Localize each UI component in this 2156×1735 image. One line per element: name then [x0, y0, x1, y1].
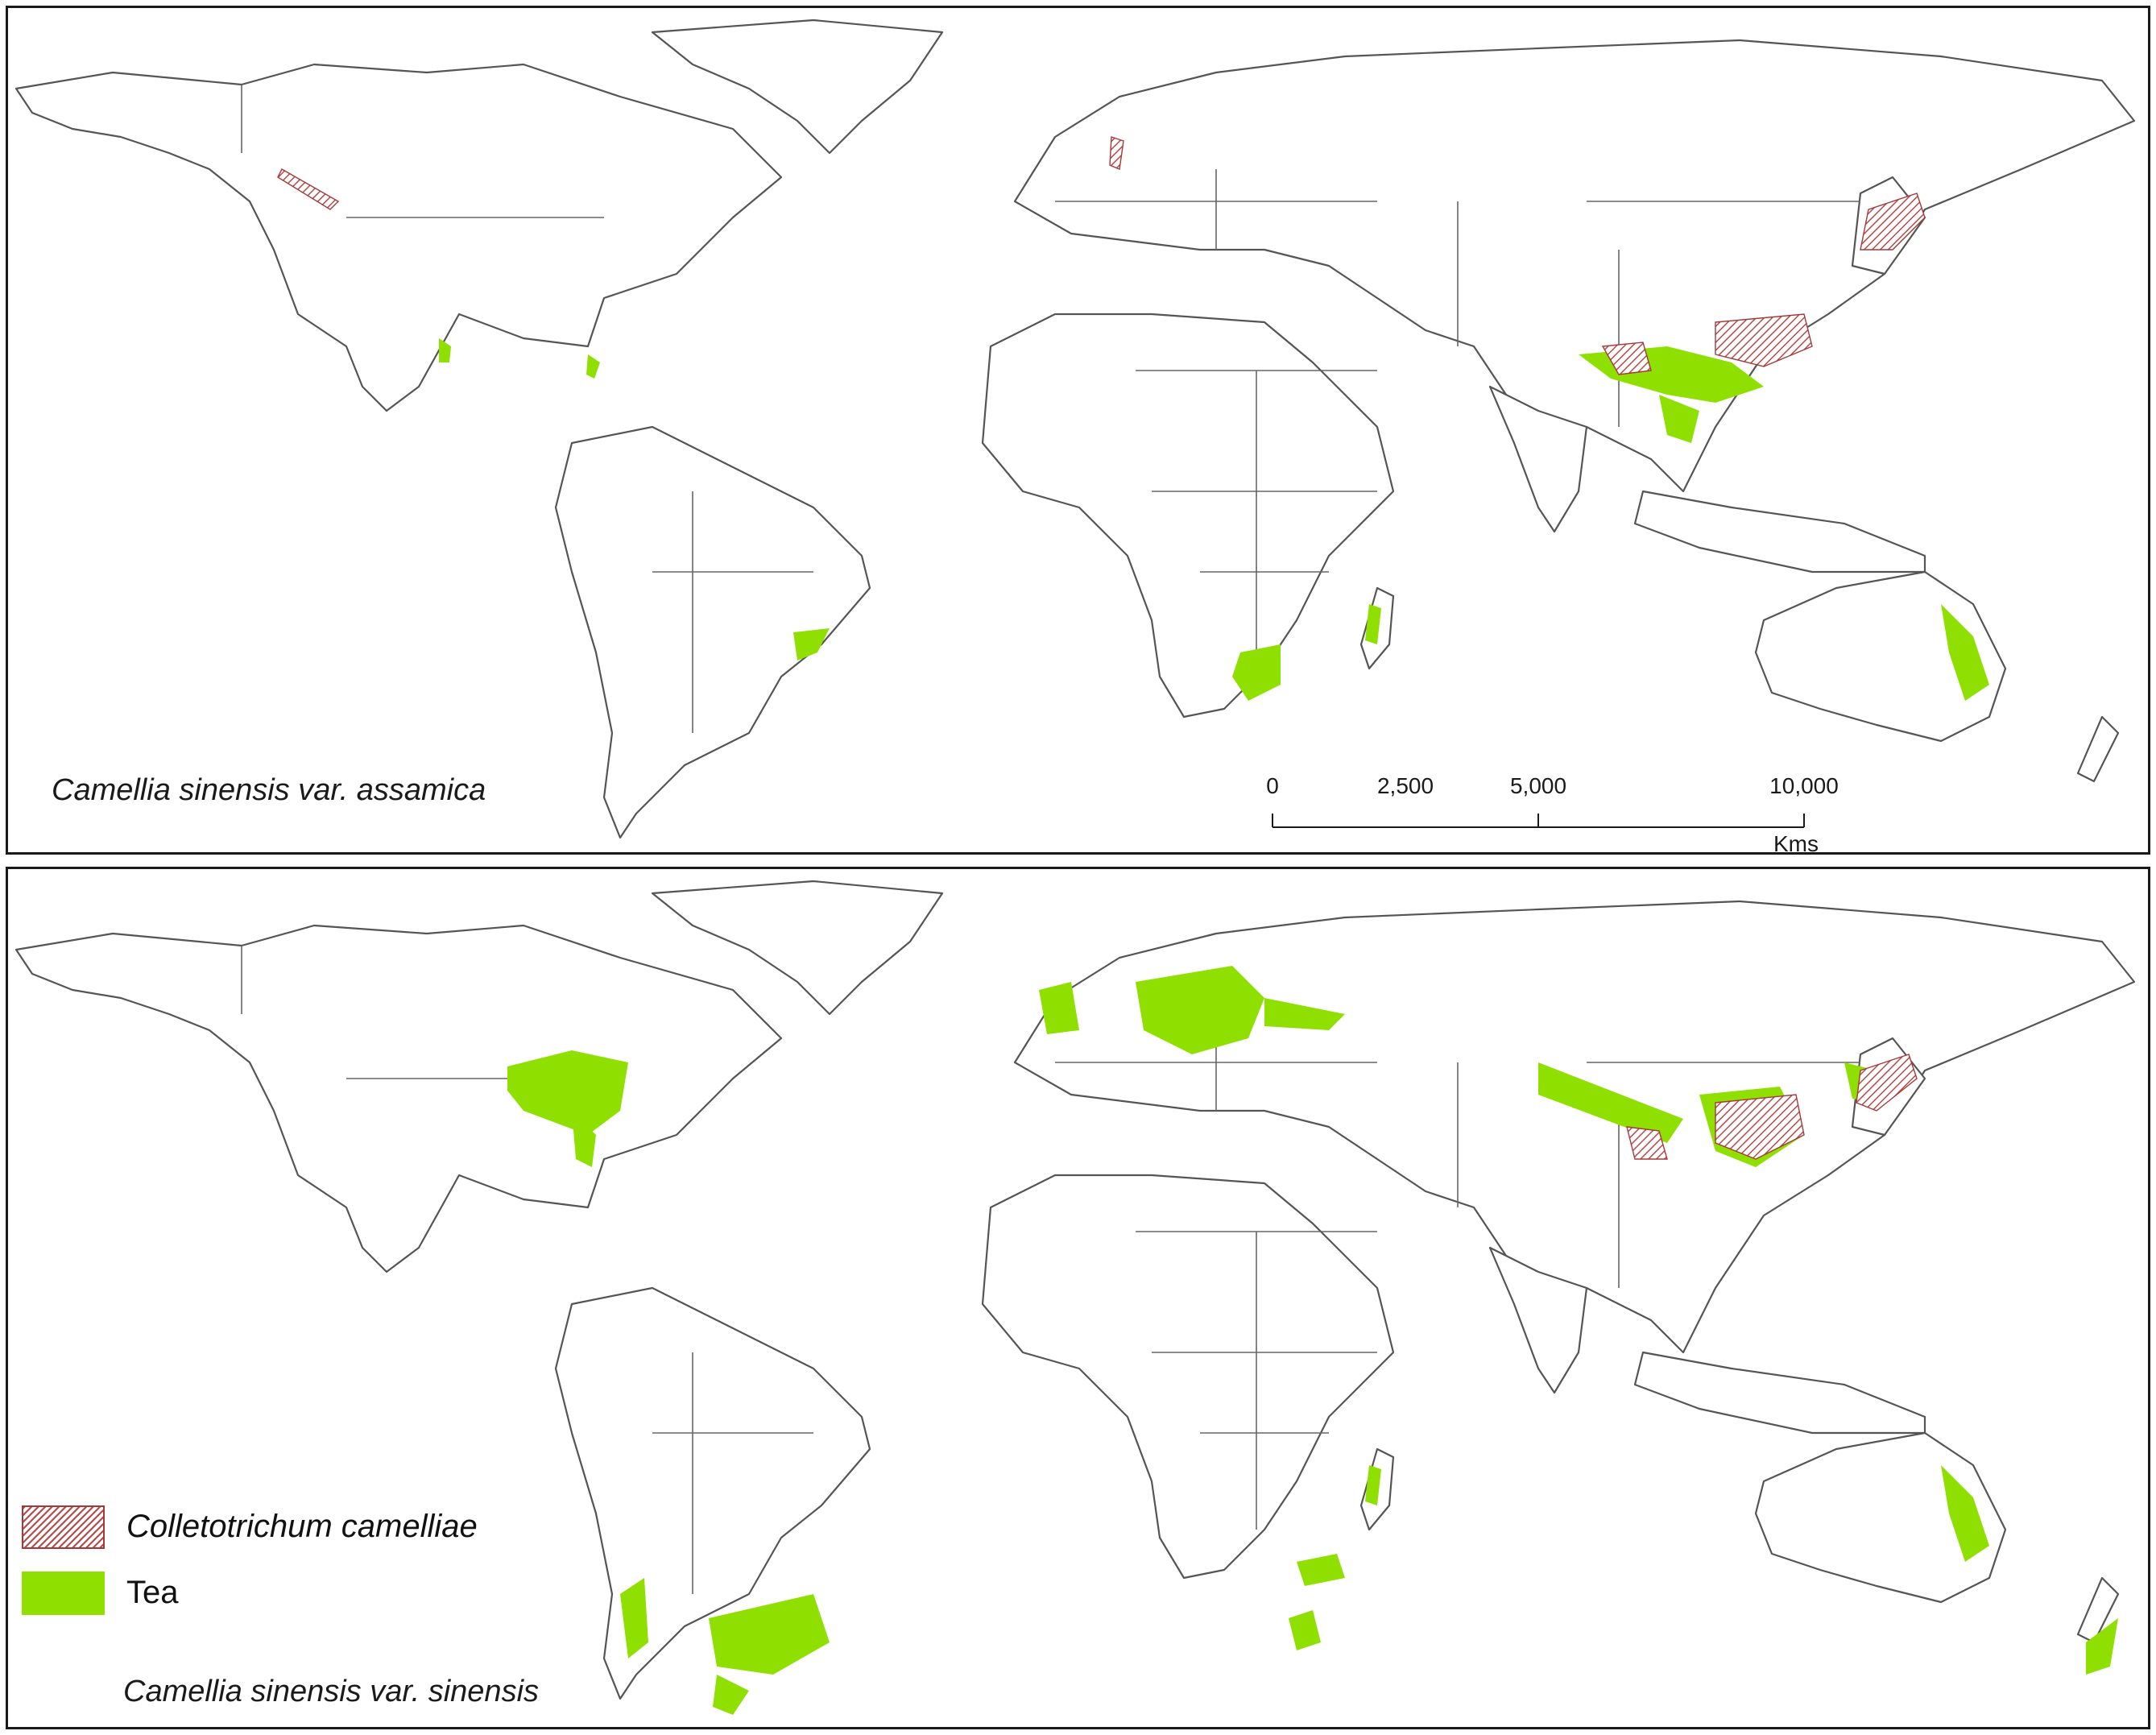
map-panel-sinensis: Colletotrichum camelliae Tea Camellia si…	[6, 867, 2150, 1729]
country-borders	[241, 946, 1860, 1594]
world-map-assamica	[14, 19, 2136, 839]
legend-swatch-hatched	[22, 1505, 105, 1549]
southeast-asia	[1633, 490, 1926, 574]
scale-tick-label: 10,000	[1769, 773, 1839, 798]
panel-title-sinensis: Camellia sinensis var. sinensis	[123, 1675, 540, 1708]
greenland	[651, 880, 944, 1016]
scale-tick-label: 2,500	[1376, 773, 1434, 798]
south-america	[554, 425, 871, 839]
india	[1488, 1246, 1588, 1394]
panel-title-assamica: Camellia sinensis var. assamica	[52, 773, 486, 807]
landmasses	[14, 19, 2136, 839]
scale-unit: Kms	[1773, 831, 1819, 855]
legend-swatch-solid	[22, 1571, 105, 1615]
north-america	[14, 63, 783, 412]
world-map-sinensis	[14, 880, 2136, 1715]
africa	[981, 1174, 1395, 1580]
map-panel-assamica: Camellia sinensis var. assamica 0 2,500 …	[6, 6, 2150, 855]
africa	[981, 313, 1395, 718]
legend-item-tea: Tea	[22, 1571, 586, 1617]
new-zealand	[2076, 715, 2120, 783]
india	[1488, 385, 1588, 533]
scale-tick-label: 0	[1266, 773, 1279, 798]
country-borders	[241, 85, 1860, 733]
legend-item-fungus: Colletotrichum camelliae	[22, 1505, 586, 1551]
scale-bar-line	[1272, 814, 1805, 828]
north-america	[14, 924, 783, 1273]
fungus-range-sinensis	[1626, 1054, 1918, 1160]
legend-label: Tea	[126, 1575, 179, 1610]
scale-tick-label: 5,000	[1509, 773, 1567, 798]
southeast-asia	[1633, 1351, 1926, 1435]
map-legend: Colletotrichum camelliae Tea	[22, 1505, 586, 1642]
greenland	[651, 19, 944, 155]
legend-label: Colletotrichum camelliae	[126, 1509, 478, 1544]
fungus-range-assamica	[277, 136, 1926, 375]
scale-bar: 0 2,500 5,000 10,000 Kms	[1264, 773, 1844, 855]
